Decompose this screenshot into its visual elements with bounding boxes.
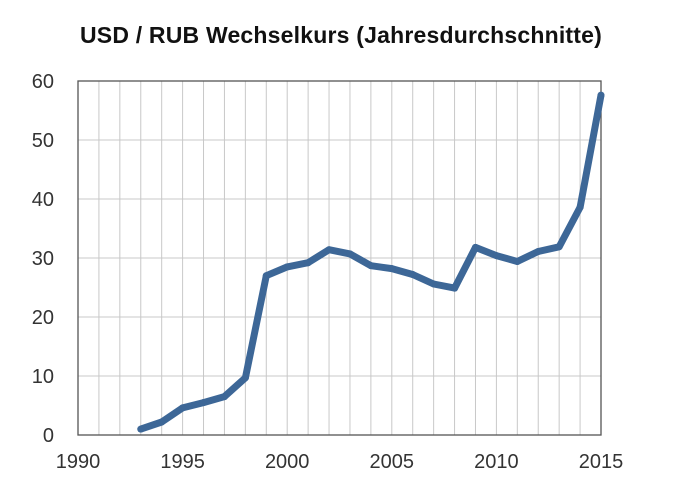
data-point (367, 262, 375, 270)
data-point (388, 265, 396, 273)
data-point (492, 252, 500, 260)
y-tick-label: 10 (32, 366, 54, 388)
x-tick-label: 2000 (265, 451, 310, 473)
data-point (430, 280, 438, 288)
data-point (158, 418, 166, 426)
y-tick-label: 0 (43, 425, 54, 447)
chart-title: USD / RUB Wechselkurs (Jahresdurchschnit… (80, 22, 602, 48)
x-tick-label: 2010 (474, 451, 519, 473)
y-tick-label: 60 (32, 71, 54, 93)
data-point (262, 272, 270, 280)
data-point (597, 91, 605, 99)
plot-frame (77, 80, 602, 436)
data-point (137, 425, 145, 433)
data-point (555, 243, 563, 251)
data-point (346, 250, 354, 258)
y-tick-label: 30 (32, 248, 54, 270)
y-tick-label: 20 (32, 307, 54, 329)
data-point (325, 246, 333, 254)
data-point (534, 248, 542, 256)
data-point (409, 271, 417, 279)
data-point (200, 399, 208, 407)
x-tick-label: 2005 (370, 451, 415, 473)
data-point (471, 243, 479, 251)
x-tick-label: 2015 (579, 451, 624, 473)
data-point (304, 259, 312, 267)
data-point (513, 258, 521, 266)
axes: 0 10 20 30 40 50 60 1990 1995 2000 2005 2010 2015 (32, 71, 624, 473)
data-point (283, 263, 291, 271)
y-tick-label: 40 (32, 189, 54, 211)
data-point (220, 393, 228, 401)
y-tick-label: 50 (32, 130, 54, 152)
data-point (576, 203, 584, 211)
data-point (451, 284, 459, 292)
data-point (241, 374, 249, 382)
series-layer (137, 91, 605, 433)
grid (78, 81, 601, 435)
x-tick-label: 1995 (160, 451, 205, 473)
x-tick-label: 1990 (56, 451, 101, 473)
data-point (179, 404, 187, 412)
